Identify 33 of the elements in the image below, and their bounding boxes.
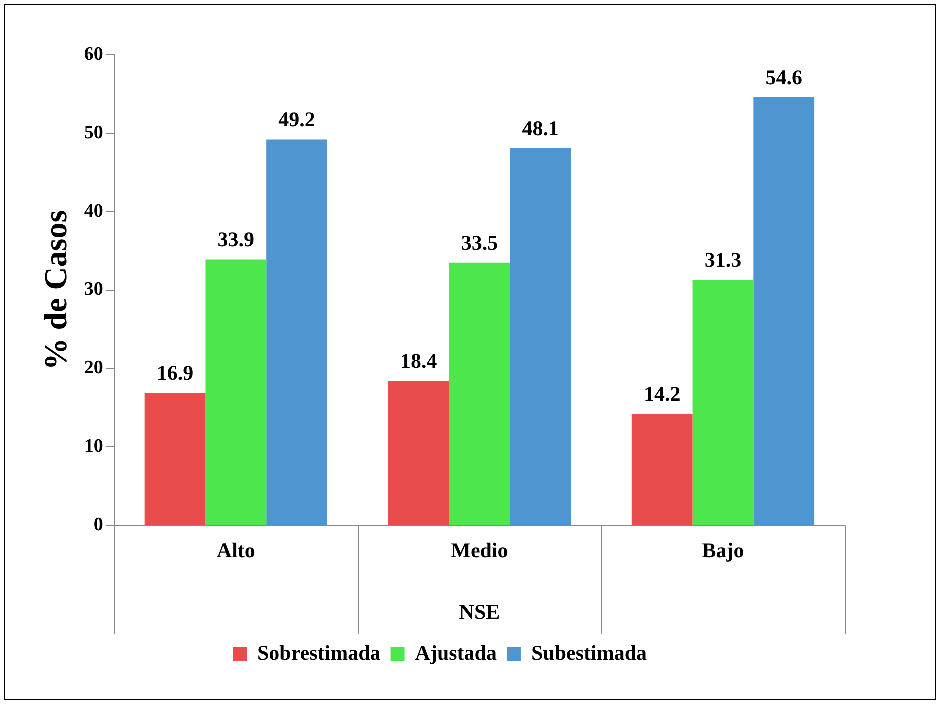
bar: [449, 262, 510, 526]
data-label: 31.3: [704, 248, 742, 272]
x-axis-title: NSE: [459, 600, 500, 624]
y-tick-label: 30: [84, 279, 104, 300]
y-tick-label: 20: [84, 358, 104, 379]
data-label: 33.5: [461, 230, 498, 255]
y-axis-title: % de Casos: [37, 210, 74, 370]
data-label: 33.9: [218, 228, 255, 252]
legend-label: Subestimada: [531, 640, 648, 665]
data-label: 18.4: [400, 349, 438, 374]
x-tick-label: Medio: [451, 538, 508, 563]
y-tick-label: 10: [84, 436, 104, 458]
y-tick-label: 60: [84, 44, 104, 65]
y-tick-label: 40: [84, 200, 104, 222]
bar: [692, 280, 754, 526]
bar: [754, 97, 815, 526]
bar: [510, 148, 572, 526]
data-label: 49.2: [278, 108, 316, 132]
bar: [206, 260, 267, 526]
bar: [144, 393, 206, 526]
bar: [388, 381, 450, 526]
y-tick-label: 50: [84, 122, 104, 144]
x-tick-label: Alto: [216, 538, 256, 563]
bar: [266, 140, 328, 526]
y-tick-label: 0: [94, 514, 104, 536]
data-label: 14.2: [644, 382, 681, 406]
data-label: 54.6: [766, 65, 802, 90]
legend-label: Sobrestimada: [257, 640, 382, 665]
data-label: 48.1: [522, 116, 559, 140]
legend-label: Ajustada: [415, 640, 498, 665]
data-label: 16.9: [156, 360, 194, 385]
bar: [632, 414, 693, 526]
x-tick-label: Bajo: [702, 538, 744, 563]
